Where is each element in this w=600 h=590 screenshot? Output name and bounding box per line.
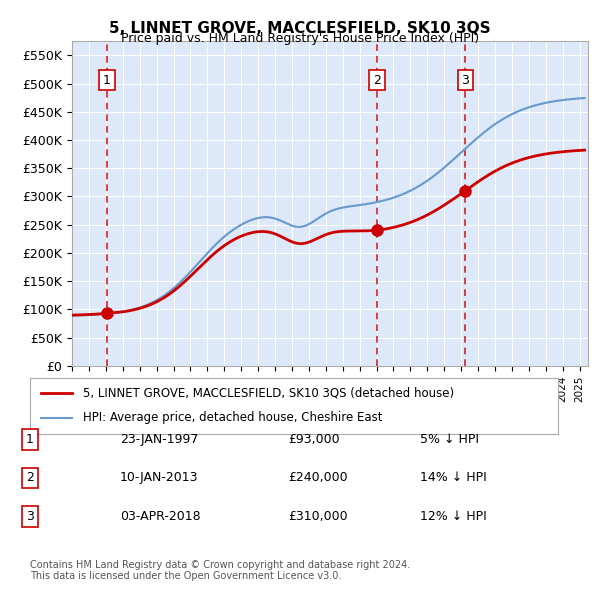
Text: 14% ↓ HPI: 14% ↓ HPI: [420, 471, 487, 484]
Text: Price paid vs. HM Land Registry's House Price Index (HPI): Price paid vs. HM Land Registry's House …: [121, 32, 479, 45]
Text: 5, LINNET GROVE, MACCLESFIELD, SK10 3QS (detached house): 5, LINNET GROVE, MACCLESFIELD, SK10 3QS …: [83, 387, 454, 400]
Text: 5, LINNET GROVE, MACCLESFIELD, SK10 3QS: 5, LINNET GROVE, MACCLESFIELD, SK10 3QS: [109, 21, 491, 35]
Text: 5% ↓ HPI: 5% ↓ HPI: [420, 433, 479, 446]
Text: Contains HM Land Registry data © Crown copyright and database right 2024.
This d: Contains HM Land Registry data © Crown c…: [30, 559, 410, 581]
Text: 2: 2: [26, 471, 34, 484]
Text: 1: 1: [26, 433, 34, 446]
Text: 23-JAN-1997: 23-JAN-1997: [120, 433, 199, 446]
Text: £93,000: £93,000: [288, 433, 340, 446]
Text: HPI: Average price, detached house, Cheshire East: HPI: Average price, detached house, Ches…: [83, 411, 382, 424]
Text: 1: 1: [103, 74, 111, 87]
Text: 03-APR-2018: 03-APR-2018: [120, 510, 200, 523]
Text: 10-JAN-2013: 10-JAN-2013: [120, 471, 199, 484]
Text: 12% ↓ HPI: 12% ↓ HPI: [420, 510, 487, 523]
Text: 2: 2: [373, 74, 381, 87]
Text: 3: 3: [26, 510, 34, 523]
Text: £310,000: £310,000: [288, 510, 347, 523]
Text: 3: 3: [461, 74, 469, 87]
Text: £240,000: £240,000: [288, 471, 347, 484]
